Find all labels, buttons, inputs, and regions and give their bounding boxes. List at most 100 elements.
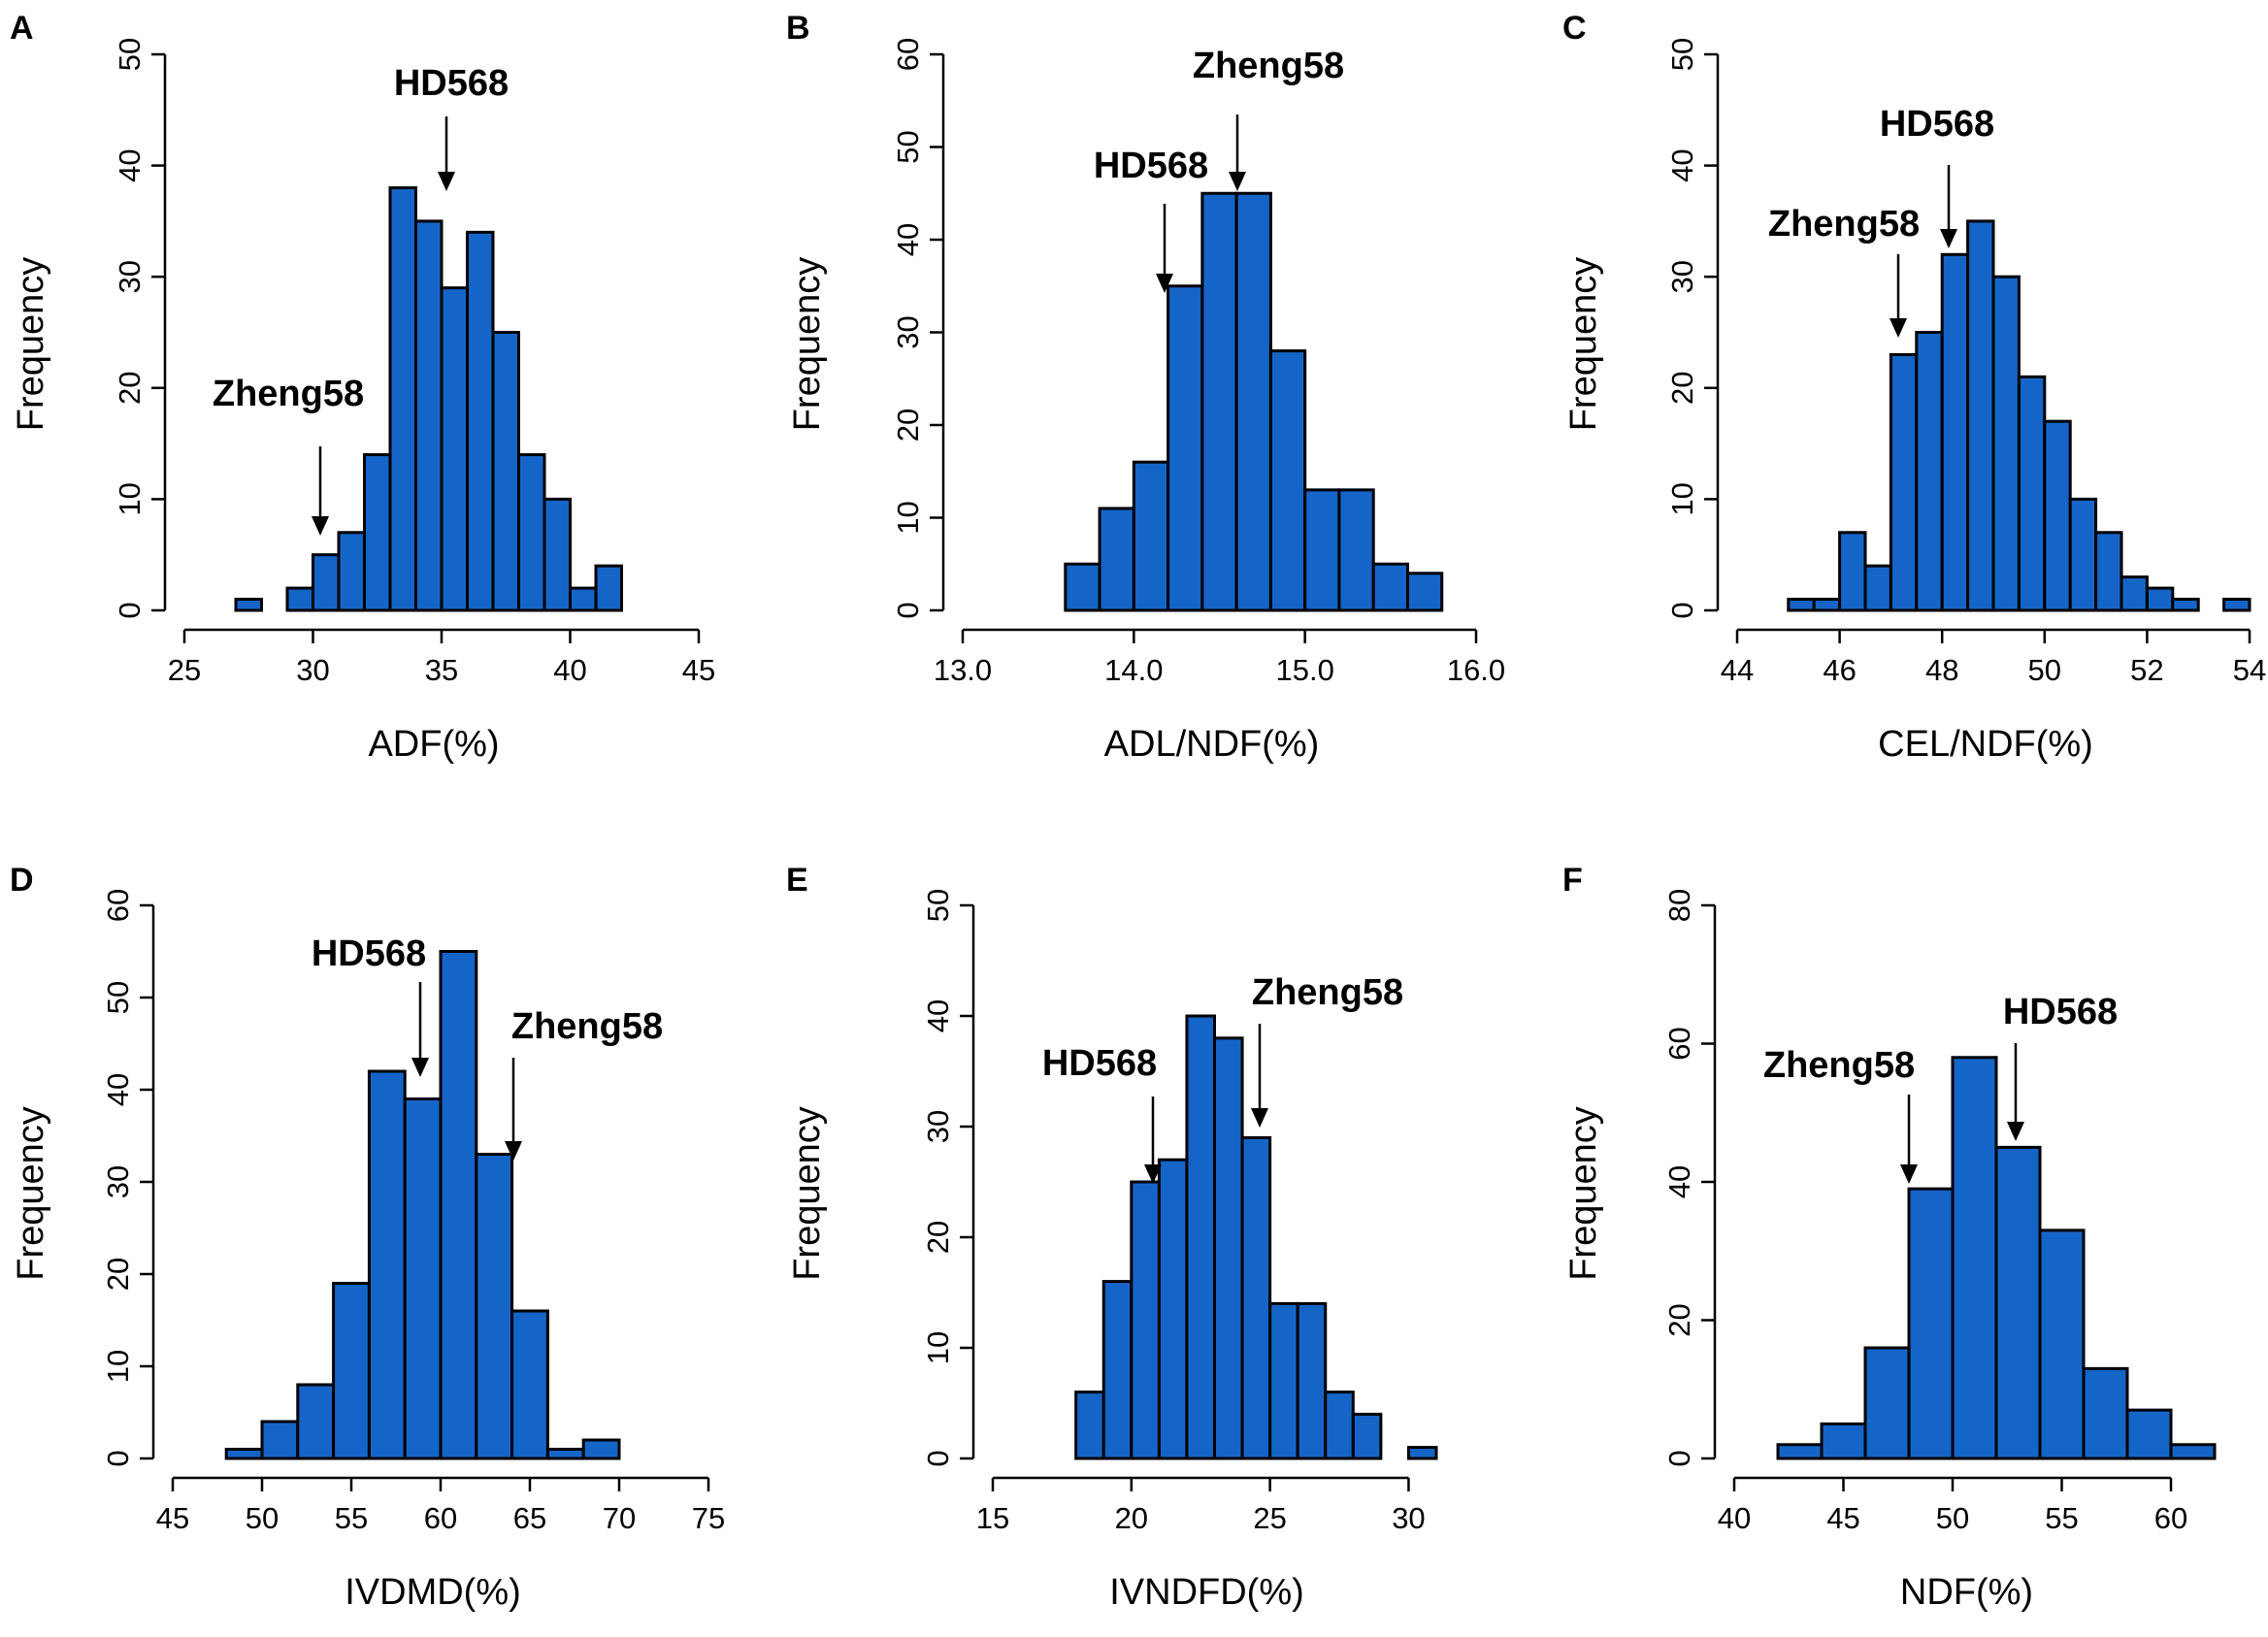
y-tick-label: 30 — [1665, 260, 1699, 293]
y-tick-label: 20 — [101, 1258, 135, 1291]
histogram-bar — [466, 230, 495, 612]
x-tick-label: 44 — [1721, 653, 1754, 687]
x-tick-label: 48 — [1925, 653, 1958, 687]
x-tick-label: 46 — [1823, 653, 1856, 687]
panel-letter: A — [10, 10, 34, 47]
annotation-label: Zheng58 — [213, 374, 364, 414]
x-tick-label: 55 — [335, 1501, 368, 1535]
panel-b: B 0 10 20 30 40 50 60 13.0 14.0 15.0 16.0 ADL/NDF(%)… — [786, 10, 1505, 765]
annotation-label: HD568 — [394, 63, 509, 104]
histogram-bar — [285, 586, 314, 612]
panel-f: F 0 20 40 60 80 40 45 50 55 60 NDF(%) Frequency Zheng… — [1562, 862, 2217, 1613]
x-tick-label: 65 — [513, 1501, 546, 1535]
annotation-label: Zheng58 — [511, 1006, 663, 1047]
histogram-bar — [1324, 1391, 1355, 1460]
y-tick-label: 0 — [1662, 1450, 1696, 1466]
annotation-label: HD568 — [1094, 146, 1208, 186]
histogram-bar — [542, 497, 572, 612]
y-tick-label: 50 — [101, 981, 135, 1014]
histogram-bar — [475, 1153, 514, 1460]
arrow-head — [505, 1141, 522, 1161]
histogram-bar — [1098, 507, 1135, 612]
y-axis-title: Frequency — [11, 257, 51, 432]
y-tick-label: 20 — [113, 372, 147, 405]
histogram-bar — [1863, 564, 1892, 612]
panel-letter: B — [786, 10, 810, 47]
histogram-bar — [1157, 1158, 1189, 1460]
y-tick-label: 20 — [1662, 1303, 1696, 1336]
histogram-bar — [1200, 191, 1238, 612]
x-tick-label: 60 — [424, 1501, 457, 1535]
histogram-bar — [1787, 598, 1816, 612]
x-axis-title: CEL/NDF(%) — [1878, 724, 2093, 765]
x-tick-label: 25 — [1253, 1501, 1286, 1535]
x-tick-label: 30 — [1392, 1501, 1425, 1535]
histogram-bar — [1940, 252, 1970, 612]
y-axis-title: Frequency — [787, 1106, 828, 1281]
y-tick-label: 40 — [921, 999, 955, 1032]
histogram-bar — [440, 286, 469, 612]
histogram-bar — [332, 1282, 371, 1460]
x-tick-label: 15 — [976, 1501, 1009, 1535]
x-axis-title: IVNDFD(%) — [1109, 1572, 1304, 1613]
histogram-bar — [569, 586, 598, 612]
x-tick-label: 15.0 — [1275, 653, 1333, 687]
x-tick-label: 52 — [2130, 653, 2163, 687]
histogram-bar — [545, 1448, 585, 1460]
histogram-bar — [1296, 1301, 1328, 1460]
histogram-bar — [1351, 1412, 1383, 1460]
histogram-bar — [2120, 575, 2149, 612]
y-tick-label: 40 — [891, 223, 925, 256]
histogram-bar — [1907, 1187, 1955, 1460]
arrow-head — [2007, 1122, 2024, 1141]
x-tick-label: 60 — [2154, 1501, 2187, 1535]
y-tick-label: 60 — [101, 889, 135, 922]
annotation-label: Zheng58 — [1193, 46, 1344, 86]
histogram-bar — [1303, 488, 1341, 612]
y-axis-title: Frequency — [1563, 1106, 1604, 1281]
x-tick-label: 14.0 — [1104, 653, 1163, 687]
x-axis-title: NDF(%) — [1900, 1572, 2033, 1613]
y-tick-label: 40 — [101, 1073, 135, 1106]
histogram-bar — [224, 1448, 264, 1460]
histogram-bar — [1132, 460, 1170, 612]
annotation-label: HD568 — [312, 933, 426, 974]
y-tick-label: 10 — [1665, 482, 1699, 515]
histogram-bar — [1820, 1422, 1867, 1460]
panel-d: D 0 10 20 30 40 50 60 45 50 55 60 65 70 75 IVDMD(%) Freq… — [10, 862, 725, 1613]
x-tick-label: 50 — [1936, 1501, 1969, 1535]
y-axis-title: Frequency — [1563, 257, 1604, 432]
x-tick-label: 54 — [2233, 653, 2266, 687]
y-tick-label: 30 — [101, 1165, 135, 1198]
histogram-bar — [2145, 586, 2175, 612]
histogram-bar — [517, 453, 546, 612]
annotation-label: Zheng58 — [1252, 972, 1403, 1013]
panel-letter: D — [10, 862, 34, 899]
histogram-bar — [1240, 1135, 1272, 1460]
y-tick-label: 0 — [101, 1450, 135, 1466]
y-tick-label: 60 — [1662, 1027, 1696, 1060]
arrow-head — [1890, 318, 1907, 338]
y-tick-label: 50 — [113, 38, 147, 71]
histogram-bar — [1838, 531, 1867, 612]
histogram-bar — [1966, 219, 1995, 612]
x-tick-label: 13.0 — [934, 653, 992, 687]
y-tick-label: 40 — [1665, 148, 1699, 181]
x-tick-label: 25 — [168, 653, 201, 687]
x-tick-label: 35 — [425, 653, 458, 687]
histogram-bar — [1406, 1446, 1438, 1460]
y-tick-label: 40 — [1662, 1165, 1696, 1198]
x-tick-label: 45 — [1826, 1501, 1859, 1535]
x-tick-label: 70 — [603, 1501, 636, 1535]
histogram-bar — [403, 1097, 443, 1460]
y-tick-label: 0 — [921, 1450, 955, 1466]
y-axis-title: Frequency — [11, 1106, 51, 1281]
y-tick-label: 10 — [921, 1331, 955, 1364]
y-axis-title: Frequency — [787, 257, 828, 432]
arrow-head — [1144, 1164, 1162, 1184]
histogram-bar — [1863, 1346, 1911, 1460]
x-axis-title: ADF(%) — [368, 724, 499, 765]
y-tick-label: 0 — [1665, 602, 1699, 618]
histogram-bar — [1101, 1280, 1134, 1460]
histogram-bar — [363, 453, 392, 612]
